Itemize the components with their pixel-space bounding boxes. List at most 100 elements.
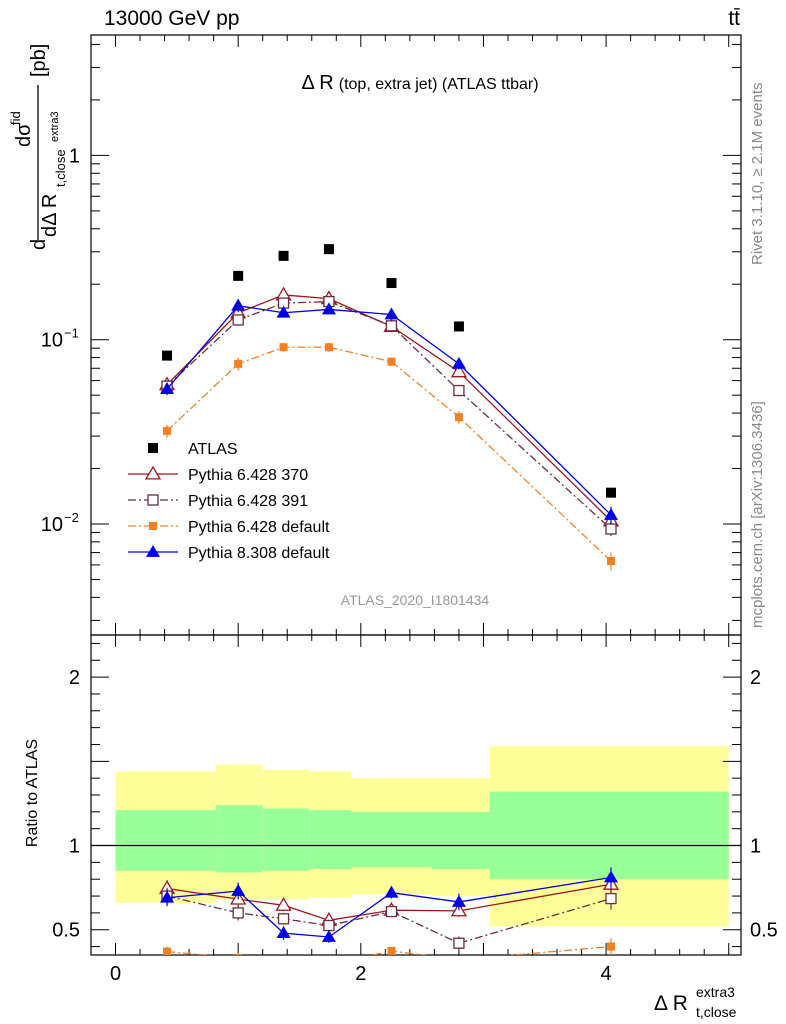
ratio-y-tick-label: 0.5 xyxy=(52,920,80,942)
x-axis-label-sup: extra3 xyxy=(696,984,735,1000)
data-point xyxy=(387,357,396,366)
data-point xyxy=(160,382,175,394)
data-point xyxy=(324,343,333,352)
uncertainty-band-green xyxy=(262,808,310,871)
ratio-y-axis-label: Ratio to ATLAS xyxy=(24,739,41,847)
y-tick-label-exponent: −1 xyxy=(64,326,79,341)
legend-label: ATLAS xyxy=(188,441,238,458)
series-pythia-8-308-default xyxy=(160,298,618,525)
y-axis-label-numerator: dσ xyxy=(13,123,35,147)
data-point xyxy=(234,359,243,368)
ratio-data-point xyxy=(321,929,336,942)
ratio-data-point xyxy=(387,946,396,955)
series-pythia-6-428-default xyxy=(163,342,615,571)
data-point xyxy=(454,413,463,422)
ratio-data-point xyxy=(160,890,175,903)
ratio-data-point xyxy=(453,937,465,949)
chart-title-main: Δ R xyxy=(301,72,333,94)
y-tick-label-base: 1 xyxy=(69,145,80,167)
data-point xyxy=(606,487,616,498)
x-tick-label: 2 xyxy=(355,963,366,985)
ratio-data-point xyxy=(607,942,615,951)
analysis-watermark: ATLAS_2020_I1801434 xyxy=(341,592,490,608)
legend-marker xyxy=(148,443,158,453)
legend-marker xyxy=(146,545,160,557)
y-axis-label-d: d xyxy=(28,239,50,250)
data-point xyxy=(450,363,468,378)
ratio-y-tick-label: 1 xyxy=(69,836,80,858)
data-point xyxy=(163,426,172,435)
legend-marker xyxy=(147,494,159,506)
data-point xyxy=(233,270,244,281)
y-tick-label-base: 10 xyxy=(41,330,63,352)
ratio-data-point xyxy=(232,907,244,919)
uncertainty-band-green xyxy=(309,810,351,870)
legend-label: Pythia 6.428 default xyxy=(188,519,330,536)
data-point xyxy=(321,302,336,315)
y-axis-label-denominator-sup: extra3 xyxy=(49,111,61,142)
y-tick-label: 10 −1 xyxy=(41,326,79,352)
ratio-data-point xyxy=(605,892,617,905)
y-axis-label-numerator-sup: fid xyxy=(8,111,23,125)
chart-title-sub: (top, extra jet) (ATLAS ttbar) xyxy=(339,76,539,93)
ratio-data-point xyxy=(277,913,290,925)
uncertainty-band-green xyxy=(431,811,490,870)
x-axis-label-main: Δ R xyxy=(654,992,688,1015)
y-axis-label-denominator-sub: t,close xyxy=(53,149,68,187)
data-point xyxy=(323,244,334,255)
legend-marker xyxy=(144,465,162,480)
ratio-data-point xyxy=(385,905,398,918)
chart-title: Δ R (top, extra jet) (ATLAS ttbar) xyxy=(301,72,538,94)
legend-label: Pythia 6.428 391 xyxy=(188,493,308,510)
ratio-data-point xyxy=(231,884,246,896)
ratio-data-point xyxy=(451,894,466,907)
data-point xyxy=(604,507,618,520)
data-point xyxy=(276,305,291,318)
y-tick-label-exponent: −2 xyxy=(64,510,79,525)
ratio-data-point xyxy=(163,947,172,955)
mcplots-reference-label: mcplots.cern.ch [arXiv:1306.3436] xyxy=(749,401,766,628)
x-axis-label-sub: t,close xyxy=(696,1004,737,1020)
rivet-version-label: Rivet 3.1.10, ≥ 2.1M events xyxy=(749,83,766,266)
header-final-state-label: tt̄ xyxy=(728,7,740,30)
data-point xyxy=(386,278,397,289)
data-point xyxy=(451,356,466,369)
main-plot-panel: 10 −2 10 −1 1 Δ R (top, extra jet) (ATLAS ttba… xyxy=(8,34,742,955)
ratio-data-point xyxy=(234,953,243,955)
data-point xyxy=(607,557,615,566)
header-process-label: 13000 GeV pp xyxy=(104,7,239,30)
data-point xyxy=(232,314,244,326)
data-point xyxy=(231,298,246,311)
legend: ATLAS Pythia 6.428 370 Pythia 6.428 391 Pyt… xyxy=(128,441,330,562)
ratio-series-pythia-6-428-default xyxy=(163,938,615,969)
ratio-data-point xyxy=(276,926,291,939)
legend-label: Pythia 8.308 default xyxy=(188,545,330,562)
x-tick-label: 4 xyxy=(601,963,612,985)
series-atlas xyxy=(162,244,616,498)
legend-label: Pythia 6.428 370 xyxy=(188,467,308,484)
ratio-plot-panel: 0 2 4 0.5 0.5 1 1 2 2 Ratio to ATLAS Δ R extra3 t,cl… xyxy=(24,634,778,1020)
ratio-data-point xyxy=(275,897,292,911)
ratio-data-point xyxy=(455,956,463,964)
ratio-y-tick-label-right: 2 xyxy=(750,667,761,689)
ratio-y-tick-label-right: 1 xyxy=(750,836,761,858)
legend-item: Pythia 6.428 391 xyxy=(128,493,308,510)
ratio-series-pythia-8-308-default xyxy=(160,867,618,943)
legend-marker xyxy=(149,522,157,530)
legend-item: Pythia 6.428 default xyxy=(128,519,330,536)
x-tick-label: 0 xyxy=(110,963,121,985)
y-axis-label-unit: [pb] xyxy=(28,44,50,77)
y-tick-label: 1 xyxy=(69,145,80,167)
uncertainty-band-green xyxy=(216,805,263,873)
ratio-y-tick-label-right: 0.5 xyxy=(750,920,778,942)
data-point xyxy=(453,321,464,332)
ratio-data-point xyxy=(604,870,618,883)
data-point xyxy=(384,307,399,320)
uncertainty-band-green xyxy=(115,810,217,871)
y-axis-label-denominator: dΔ R xyxy=(39,194,61,237)
data-point xyxy=(279,343,288,352)
data-point xyxy=(278,250,289,261)
ratio-data-point xyxy=(325,961,333,969)
